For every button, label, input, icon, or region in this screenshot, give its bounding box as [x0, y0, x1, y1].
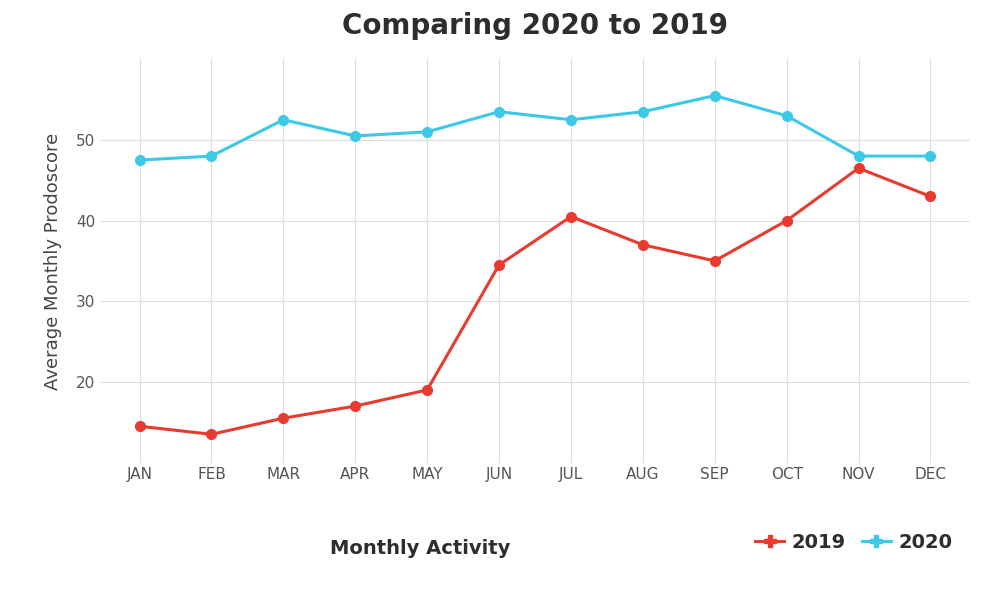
- Title: Comparing 2020 to 2019: Comparing 2020 to 2019: [342, 12, 728, 40]
- Legend: 2019, 2020: 2019, 2020: [747, 525, 960, 560]
- Text: Monthly Activity: Monthly Activity: [330, 539, 510, 558]
- Y-axis label: Average Monthly Prodoscore: Average Monthly Prodoscore: [44, 132, 62, 390]
